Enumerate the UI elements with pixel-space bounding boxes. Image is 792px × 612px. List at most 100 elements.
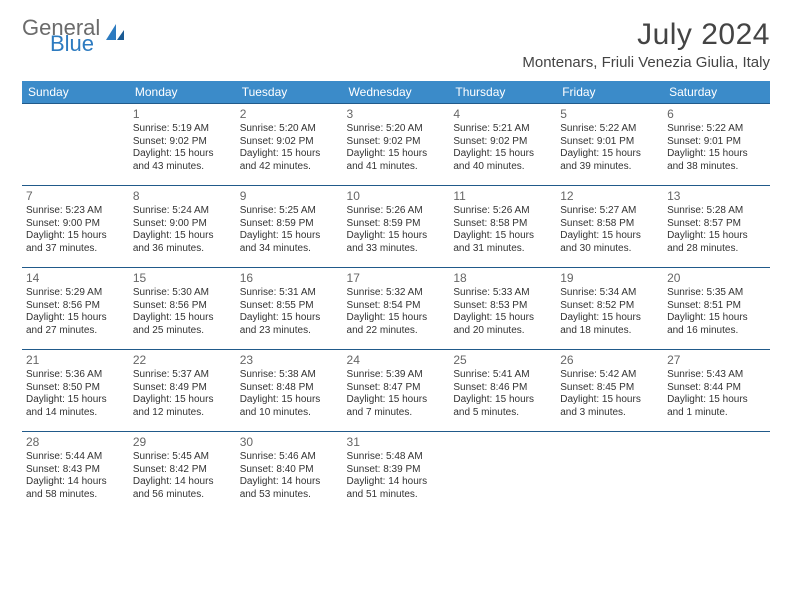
day-number: 1 bbox=[133, 107, 232, 122]
sunset-line: Sunset: 8:44 PM bbox=[667, 382, 766, 395]
daylight-line: Daylight: 15 hours and 42 minutes. bbox=[240, 148, 339, 173]
calendar-day-cell: 29Sunrise: 5:45 AMSunset: 8:42 PMDayligh… bbox=[129, 432, 236, 514]
calendar-empty-cell bbox=[449, 432, 556, 514]
day-number: 17 bbox=[347, 271, 446, 286]
calendar-day-cell: 14Sunrise: 5:29 AMSunset: 8:56 PMDayligh… bbox=[22, 268, 129, 350]
calendar-day-cell: 7Sunrise: 5:23 AMSunset: 9:00 PMDaylight… bbox=[22, 186, 129, 268]
title-block: July 2024 Montenars, Friuli Venezia Giul… bbox=[522, 18, 770, 71]
sunset-line: Sunset: 8:54 PM bbox=[347, 300, 446, 313]
sunset-line: Sunset: 8:45 PM bbox=[560, 382, 659, 395]
daylight-line: Daylight: 15 hours and 38 minutes. bbox=[667, 148, 766, 173]
weekday-header: Friday bbox=[556, 81, 663, 104]
daylight-line: Daylight: 15 hours and 18 minutes. bbox=[560, 312, 659, 337]
sunset-line: Sunset: 9:00 PM bbox=[26, 218, 125, 231]
day-number: 15 bbox=[133, 271, 232, 286]
daylight-line: Daylight: 15 hours and 10 minutes. bbox=[240, 394, 339, 419]
calendar-day-cell: 13Sunrise: 5:28 AMSunset: 8:57 PMDayligh… bbox=[663, 186, 770, 268]
calendar-day-cell: 9Sunrise: 5:25 AMSunset: 8:59 PMDaylight… bbox=[236, 186, 343, 268]
sunset-line: Sunset: 8:59 PM bbox=[240, 218, 339, 231]
sunset-line: Sunset: 8:57 PM bbox=[667, 218, 766, 231]
sunset-line: Sunset: 8:43 PM bbox=[26, 464, 125, 477]
daylight-line: Daylight: 14 hours and 53 minutes. bbox=[240, 476, 339, 501]
sunrise-line: Sunrise: 5:22 AM bbox=[667, 123, 766, 136]
calendar-day-cell: 18Sunrise: 5:33 AMSunset: 8:53 PMDayligh… bbox=[449, 268, 556, 350]
day-number: 9 bbox=[240, 189, 339, 204]
calendar-empty-cell bbox=[22, 104, 129, 186]
sunset-line: Sunset: 8:52 PM bbox=[560, 300, 659, 313]
daylight-line: Daylight: 15 hours and 28 minutes. bbox=[667, 230, 766, 255]
sunrise-line: Sunrise: 5:45 AM bbox=[133, 451, 232, 464]
day-number: 7 bbox=[26, 189, 125, 204]
calendar-empty-cell bbox=[556, 432, 663, 514]
sunset-line: Sunset: 8:49 PM bbox=[133, 382, 232, 395]
calendar-day-cell: 12Sunrise: 5:27 AMSunset: 8:58 PMDayligh… bbox=[556, 186, 663, 268]
daylight-line: Daylight: 15 hours and 5 minutes. bbox=[453, 394, 552, 419]
sunrise-line: Sunrise: 5:22 AM bbox=[560, 123, 659, 136]
sunrise-line: Sunrise: 5:37 AM bbox=[133, 369, 232, 382]
day-number: 21 bbox=[26, 353, 125, 368]
daylight-line: Daylight: 15 hours and 33 minutes. bbox=[347, 230, 446, 255]
calendar-day-cell: 15Sunrise: 5:30 AMSunset: 8:56 PMDayligh… bbox=[129, 268, 236, 350]
daylight-line: Daylight: 15 hours and 36 minutes. bbox=[133, 230, 232, 255]
daylight-line: Daylight: 15 hours and 41 minutes. bbox=[347, 148, 446, 173]
calendar-day-cell: 2Sunrise: 5:20 AMSunset: 9:02 PMDaylight… bbox=[236, 104, 343, 186]
sunset-line: Sunset: 8:58 PM bbox=[453, 218, 552, 231]
daylight-line: Daylight: 15 hours and 43 minutes. bbox=[133, 148, 232, 173]
day-number: 8 bbox=[133, 189, 232, 204]
calendar-day-cell: 24Sunrise: 5:39 AMSunset: 8:47 PMDayligh… bbox=[343, 350, 450, 432]
day-number: 25 bbox=[453, 353, 552, 368]
calendar-day-cell: 4Sunrise: 5:21 AMSunset: 9:02 PMDaylight… bbox=[449, 104, 556, 186]
sunset-line: Sunset: 8:58 PM bbox=[560, 218, 659, 231]
weekday-header: Saturday bbox=[663, 81, 770, 104]
day-number: 2 bbox=[240, 107, 339, 122]
calendar-day-cell: 11Sunrise: 5:26 AMSunset: 8:58 PMDayligh… bbox=[449, 186, 556, 268]
daylight-line: Daylight: 15 hours and 1 minute. bbox=[667, 394, 766, 419]
calendar-day-cell: 23Sunrise: 5:38 AMSunset: 8:48 PMDayligh… bbox=[236, 350, 343, 432]
sunrise-line: Sunrise: 5:35 AM bbox=[667, 287, 766, 300]
weekday-header: Thursday bbox=[449, 81, 556, 104]
day-number: 24 bbox=[347, 353, 446, 368]
calendar-day-cell: 25Sunrise: 5:41 AMSunset: 8:46 PMDayligh… bbox=[449, 350, 556, 432]
calendar-week-row: 1Sunrise: 5:19 AMSunset: 9:02 PMDaylight… bbox=[22, 104, 770, 186]
location-text: Montenars, Friuli Venezia Giulia, Italy bbox=[522, 54, 770, 71]
daylight-line: Daylight: 15 hours and 31 minutes. bbox=[453, 230, 552, 255]
sunset-line: Sunset: 9:01 PM bbox=[560, 136, 659, 149]
sunrise-line: Sunrise: 5:43 AM bbox=[667, 369, 766, 382]
sunrise-line: Sunrise: 5:36 AM bbox=[26, 369, 125, 382]
sunrise-line: Sunrise: 5:33 AM bbox=[453, 287, 552, 300]
sunrise-line: Sunrise: 5:38 AM bbox=[240, 369, 339, 382]
sunset-line: Sunset: 9:00 PM bbox=[133, 218, 232, 231]
day-number: 31 bbox=[347, 435, 446, 450]
sunrise-line: Sunrise: 5:41 AM bbox=[453, 369, 552, 382]
sunset-line: Sunset: 8:53 PM bbox=[453, 300, 552, 313]
calendar-empty-cell bbox=[663, 432, 770, 514]
day-number: 10 bbox=[347, 189, 446, 204]
sunrise-line: Sunrise: 5:27 AM bbox=[560, 205, 659, 218]
day-number: 18 bbox=[453, 271, 552, 286]
daylight-line: Daylight: 15 hours and 39 minutes. bbox=[560, 148, 659, 173]
sunrise-line: Sunrise: 5:28 AM bbox=[667, 205, 766, 218]
calendar-day-cell: 19Sunrise: 5:34 AMSunset: 8:52 PMDayligh… bbox=[556, 268, 663, 350]
calendar-week-row: 21Sunrise: 5:36 AMSunset: 8:50 PMDayligh… bbox=[22, 350, 770, 432]
sunset-line: Sunset: 8:56 PM bbox=[26, 300, 125, 313]
sunrise-line: Sunrise: 5:30 AM bbox=[133, 287, 232, 300]
calendar-day-cell: 17Sunrise: 5:32 AMSunset: 8:54 PMDayligh… bbox=[343, 268, 450, 350]
month-title: July 2024 bbox=[522, 18, 770, 52]
day-number: 29 bbox=[133, 435, 232, 450]
calendar-day-cell: 28Sunrise: 5:44 AMSunset: 8:43 PMDayligh… bbox=[22, 432, 129, 514]
day-number: 4 bbox=[453, 107, 552, 122]
day-number: 14 bbox=[26, 271, 125, 286]
daylight-line: Daylight: 14 hours and 58 minutes. bbox=[26, 476, 125, 501]
day-number: 26 bbox=[560, 353, 659, 368]
sunrise-line: Sunrise: 5:20 AM bbox=[240, 123, 339, 136]
sunrise-line: Sunrise: 5:23 AM bbox=[26, 205, 125, 218]
calendar-week-row: 14Sunrise: 5:29 AMSunset: 8:56 PMDayligh… bbox=[22, 268, 770, 350]
day-number: 13 bbox=[667, 189, 766, 204]
calendar-day-cell: 21Sunrise: 5:36 AMSunset: 8:50 PMDayligh… bbox=[22, 350, 129, 432]
calendar-table: SundayMondayTuesdayWednesdayThursdayFrid… bbox=[22, 81, 770, 514]
daylight-line: Daylight: 15 hours and 14 minutes. bbox=[26, 394, 125, 419]
daylight-line: Daylight: 15 hours and 37 minutes. bbox=[26, 230, 125, 255]
weekday-header: Sunday bbox=[22, 81, 129, 104]
daylight-line: Daylight: 15 hours and 3 minutes. bbox=[560, 394, 659, 419]
day-number: 23 bbox=[240, 353, 339, 368]
